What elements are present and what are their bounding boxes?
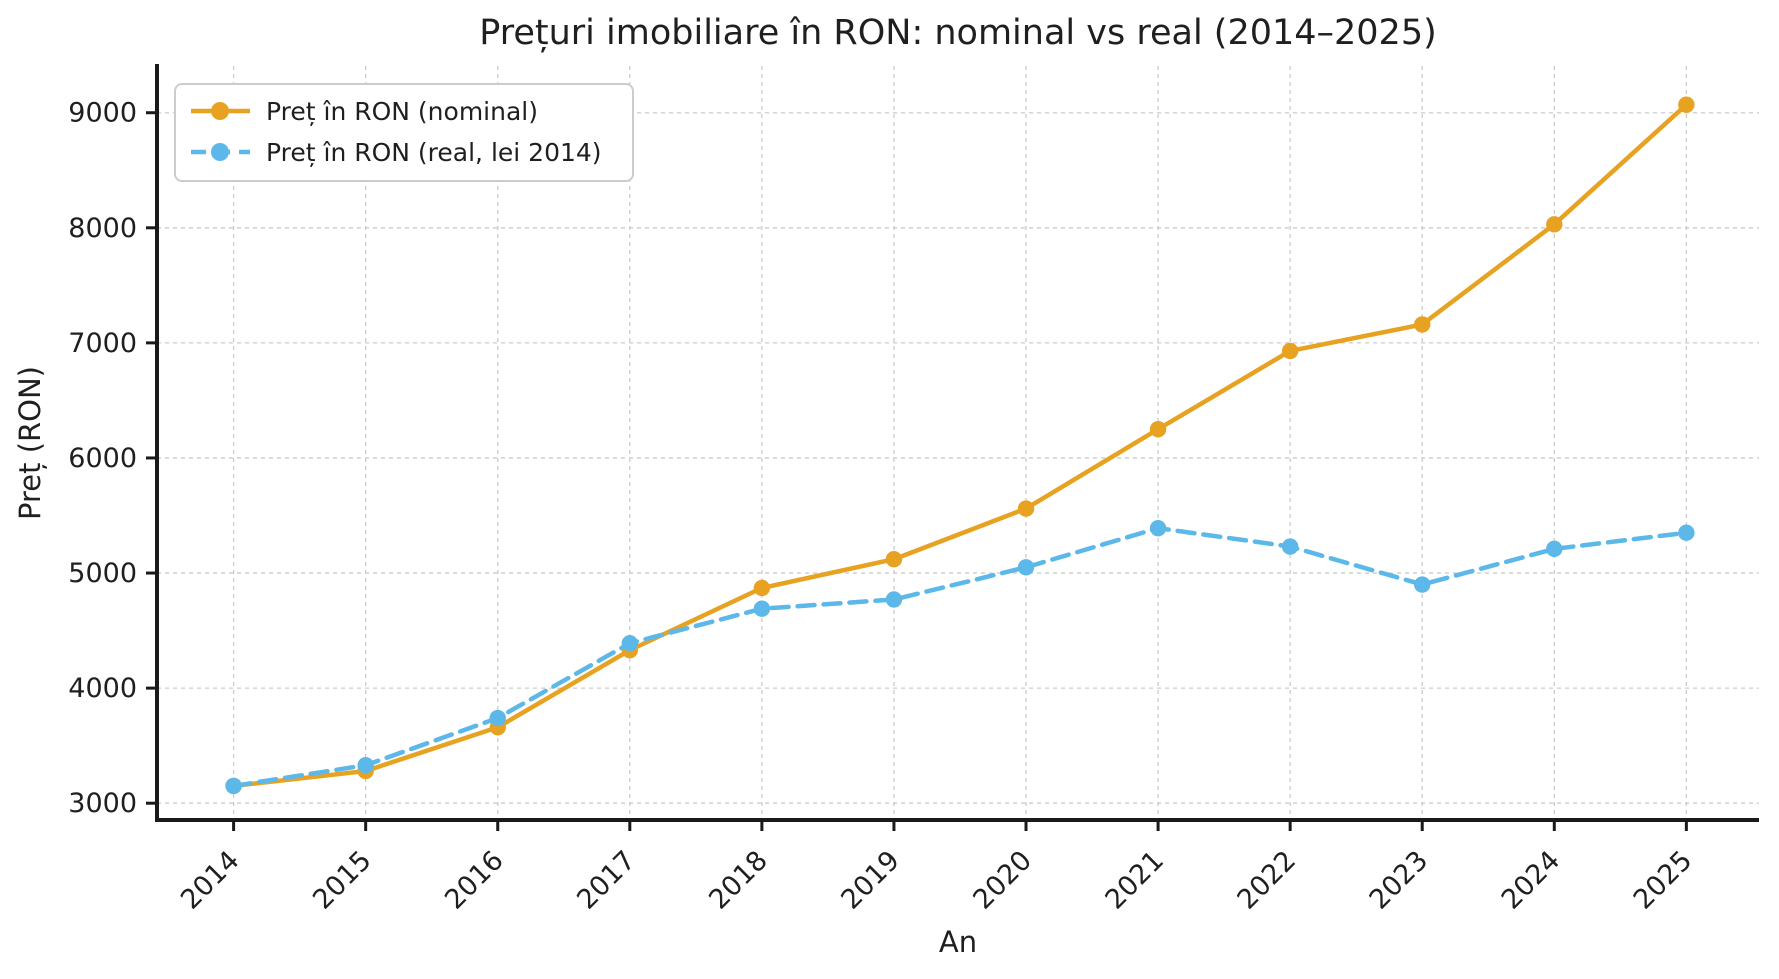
grid-layer (157, 66, 1759, 820)
x-tick-label: 2025 (1628, 845, 1699, 916)
data-point (1017, 500, 1035, 517)
series-real (225, 519, 1695, 795)
x-tick-label: 2021 (1100, 845, 1171, 916)
data-point (885, 551, 903, 568)
data-point (1149, 519, 1167, 537)
y-tick-label: 7000 (68, 328, 137, 359)
y-tick-label: 6000 (68, 443, 137, 474)
series-line (231, 102, 1689, 789)
legend-marker-real-icon (211, 143, 229, 161)
data-point (1017, 559, 1035, 576)
x-tick-label: 2017 (571, 845, 642, 916)
data-point (1546, 540, 1563, 558)
y-tick-label: 3000 (68, 788, 137, 819)
data-point (1414, 316, 1431, 333)
y-tick-label: 5000 (68, 558, 137, 589)
data-point (1678, 96, 1695, 113)
data-point (753, 600, 771, 617)
y-tick-label: 8000 (68, 213, 137, 244)
x-tick-label: 2014 (175, 845, 246, 916)
x-tick-label: 2019 (835, 845, 906, 916)
legend-entry-nominal: Preț în RON (nominal) (191, 97, 538, 126)
data-point (1414, 576, 1431, 593)
data-point (1678, 524, 1695, 541)
data-point (885, 591, 903, 608)
chart-title: Prețuri imobiliare în RON: nominal vs re… (479, 13, 1437, 53)
data-point (1546, 216, 1563, 233)
series-line (231, 525, 1689, 789)
data-point (621, 635, 639, 652)
axes-spines (155, 64, 1759, 822)
x-tick-label: 2023 (1364, 845, 1435, 916)
series-layer (225, 96, 1695, 795)
data-point (225, 777, 242, 795)
legend-box (174, 83, 634, 182)
x-tick-label: 2015 (307, 845, 378, 916)
data-point (489, 709, 506, 727)
legend-entry-real: Preț în RON (real, lei 2014) (191, 138, 602, 167)
data-point (1149, 420, 1167, 438)
y-axis-label: Preț (RON) (13, 366, 47, 520)
legend-marker-nominal-icon (211, 102, 229, 120)
x-axis-label: An (939, 925, 977, 959)
data-point (357, 757, 374, 774)
x-tick-label: 2024 (1496, 845, 1567, 916)
x-tick-label: 2022 (1232, 845, 1303, 916)
data-point (1281, 538, 1299, 555)
data-point (1281, 342, 1299, 360)
series-nominal (225, 96, 1695, 795)
x-tick-label: 2018 (703, 845, 774, 916)
x-tick-label: 2016 (439, 845, 510, 916)
y-tick-label: 9000 (68, 98, 137, 129)
data-point (753, 579, 771, 597)
legend-label-nominal: Preț în RON (nominal) (266, 97, 538, 126)
tick-layer: 3000 4000 5000 6000 7000 8000 9000 2014 2015 2016… (68, 98, 1698, 916)
legend-label-real: Preț în RON (real, lei 2014) (266, 138, 602, 167)
x-tick-label: 2020 (967, 845, 1038, 916)
legend: Preț în RON (nominal) Preț în RON (real,… (174, 83, 634, 182)
y-tick-label: 4000 (68, 673, 137, 704)
